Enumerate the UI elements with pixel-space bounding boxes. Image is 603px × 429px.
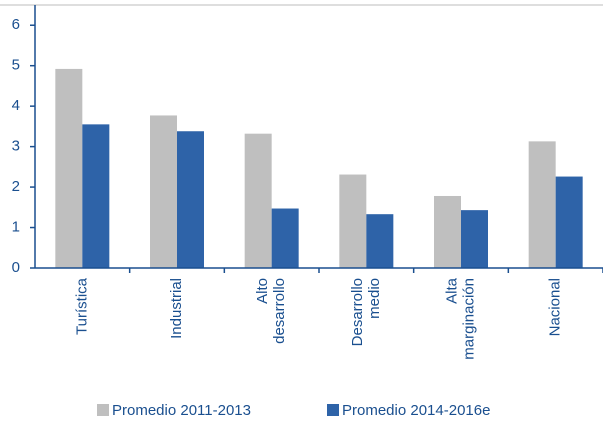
label-line: marginación xyxy=(460,278,477,360)
y-tick-label: 6 xyxy=(12,16,20,33)
y-tick-label: 5 xyxy=(12,57,20,74)
legend-swatch xyxy=(327,404,339,416)
y-tick-label: 1 xyxy=(12,219,20,236)
legend-swatch xyxy=(97,404,109,416)
y-tick-label: 0 xyxy=(12,259,20,276)
bar xyxy=(150,115,177,269)
bar xyxy=(555,176,583,268)
y-tick-label: 2 xyxy=(12,178,20,195)
x-tick-label: Altodesarrollo xyxy=(254,278,288,344)
label-line: desarrollo xyxy=(271,278,288,344)
bar xyxy=(461,210,488,268)
bar xyxy=(177,131,204,268)
label-line: medio xyxy=(366,278,383,319)
y-tick-label: 4 xyxy=(12,97,20,114)
legend-label: Promedio 2011-2013 xyxy=(112,402,251,419)
bar xyxy=(244,133,272,268)
label-line: Desarrollo xyxy=(349,278,366,346)
label-line: Alto xyxy=(254,278,271,304)
legend-label: Promedio 2014-2016e xyxy=(342,402,490,419)
bar xyxy=(55,68,83,268)
x-tick-label: Turística xyxy=(73,277,90,335)
bar xyxy=(366,214,394,268)
bar xyxy=(271,208,299,268)
y-tick-label: 3 xyxy=(12,138,20,155)
x-tick-label: Altamarginación xyxy=(443,277,477,359)
label-line: Alta xyxy=(443,277,460,304)
bar xyxy=(82,124,110,268)
x-tick-label: Nacional xyxy=(547,278,564,336)
x-tick-label: Industrial xyxy=(168,278,185,339)
bar xyxy=(434,195,461,268)
x-tick-label: Desarrollomedio xyxy=(349,278,383,346)
bar xyxy=(528,141,556,268)
bar xyxy=(339,174,367,268)
